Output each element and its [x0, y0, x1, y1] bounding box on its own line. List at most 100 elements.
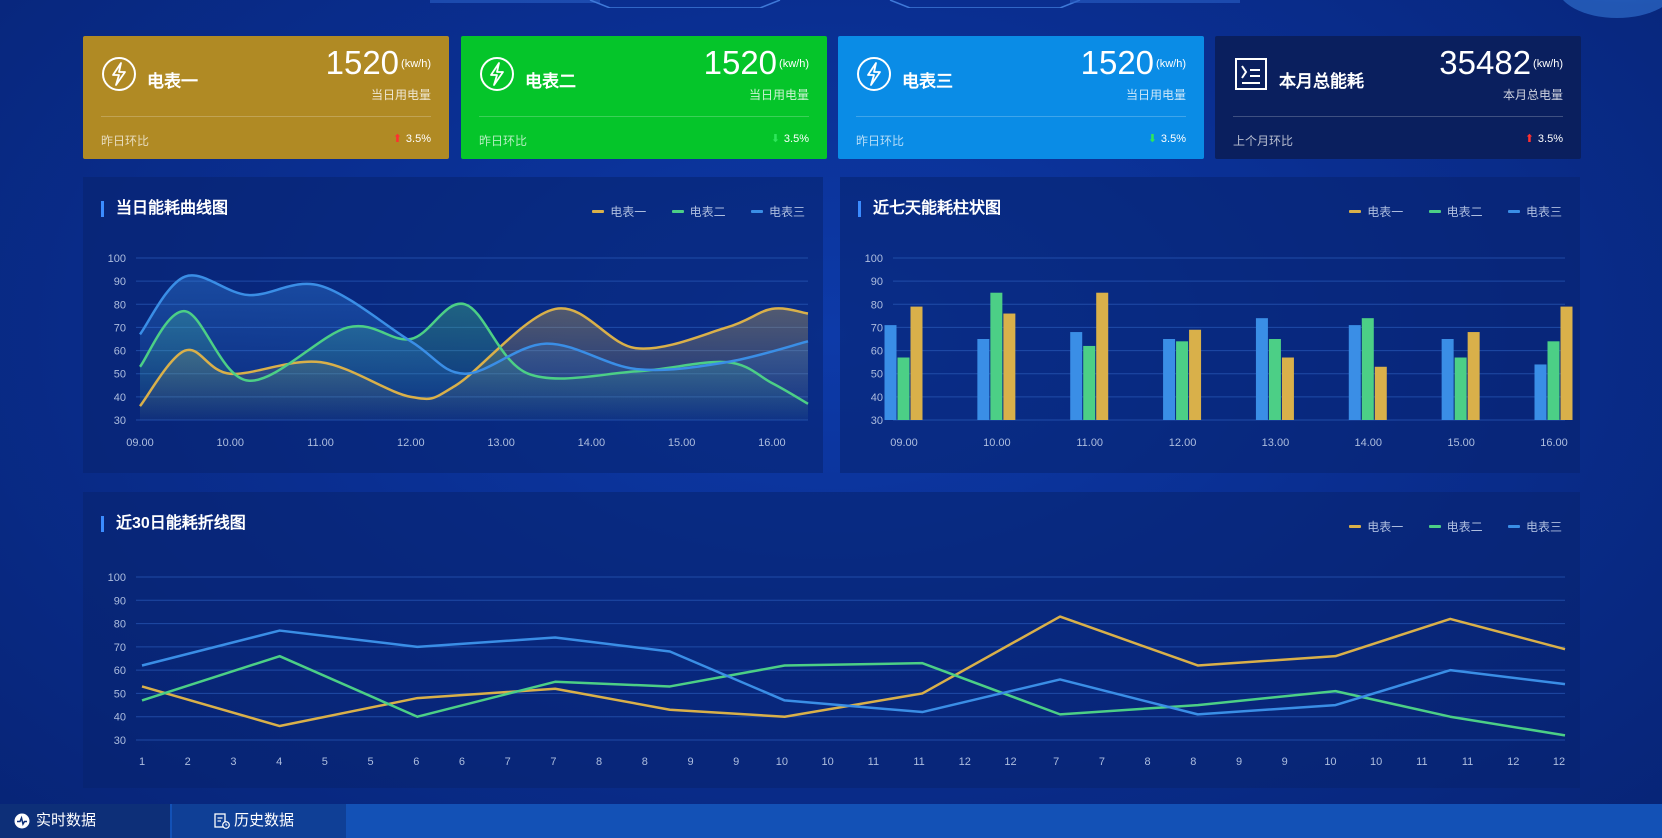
- tab-realtime-label: 实时数据: [36, 812, 97, 829]
- y-tick-label: 90: [114, 276, 126, 288]
- x-tick-label: 11: [1462, 756, 1473, 768]
- bar-meter3[interactable]: [1441, 339, 1454, 420]
- x-tick-label: 7: [505, 756, 511, 768]
- bar-meter3[interactable]: [884, 325, 897, 420]
- bottom-tab-bar: 实时数据 历史数据: [0, 804, 1662, 838]
- x-tick-label: 10: [822, 756, 834, 768]
- series-area-meter3: [140, 275, 808, 420]
- y-tick-label: 40: [114, 392, 126, 404]
- meter-subtitle: 当日用电量: [748, 88, 809, 102]
- bar-meter1[interactable]: [1374, 366, 1387, 420]
- bar-meter1[interactable]: [1467, 332, 1480, 420]
- legend-meter1[interactable]: 电表一: [1367, 520, 1404, 534]
- tab-history[interactable]: 历史数据: [172, 804, 346, 838]
- bar-meter3[interactable]: [1070, 332, 1083, 420]
- comparison-label: 昨日环比: [856, 134, 905, 148]
- y-tick-label: 60: [871, 346, 883, 358]
- bar-meter2[interactable]: [1268, 339, 1281, 420]
- arrow-up-icon: ⬆: [1524, 133, 1534, 145]
- tab-realtime[interactable]: 实时数据: [0, 804, 170, 838]
- x-tick-label: 14.00: [1355, 437, 1383, 449]
- x-tick-label: 9: [687, 756, 693, 768]
- monthly-chart-title: 近30日能耗折线图: [101, 516, 246, 532]
- y-tick-label: 70: [114, 322, 126, 334]
- bar-meter1[interactable]: [1003, 313, 1016, 420]
- bar-meter3[interactable]: [1348, 325, 1361, 420]
- legend-meter3[interactable]: 电表三: [1525, 205, 1562, 219]
- x-tick-label: 13.00: [487, 437, 515, 449]
- y-tick-label: 70: [871, 322, 883, 334]
- arrow-down-icon: ⬇: [770, 133, 780, 145]
- legend-meter1[interactable]: 电表一: [1367, 205, 1404, 219]
- trend-value: ⬇ 3.5%: [1147, 133, 1186, 145]
- y-tick-label: 40: [114, 712, 126, 724]
- y-tick-label: 100: [108, 572, 126, 584]
- bar-meter1[interactable]: [1560, 306, 1573, 420]
- bar-meter3[interactable]: [1534, 364, 1547, 420]
- lightning-icon: [856, 56, 892, 92]
- trend-value: ⬆ 3.5%: [1524, 133, 1563, 145]
- meter-value: 35482 (kw/h): [1439, 44, 1563, 81]
- trend-value: ⬇ 3.5%: [770, 133, 809, 145]
- x-tick-label: 8: [642, 756, 648, 768]
- bar-meter2[interactable]: [1454, 357, 1467, 420]
- bar-meter2[interactable]: [1361, 318, 1374, 420]
- series-line-meter1: [139, 307, 809, 407]
- legend-meter2[interactable]: 电表二: [1446, 520, 1483, 534]
- meter-unit: (kw/h): [401, 58, 431, 70]
- legend-meter2[interactable]: 电表二: [689, 205, 726, 219]
- meter-name: 电表一: [147, 72, 198, 91]
- x-tick-label: 12.00: [397, 437, 425, 449]
- legend-meter1[interactable]: 电表一: [610, 205, 647, 219]
- legend-meter3[interactable]: 电表三: [768, 205, 805, 219]
- bar-meter1[interactable]: [1281, 357, 1294, 420]
- x-tick-label: 9: [1236, 756, 1242, 768]
- legend-meter3[interactable]: 电表三: [1525, 520, 1562, 534]
- x-tick-label: 16.00: [758, 437, 786, 449]
- y-tick-label: 80: [114, 619, 126, 631]
- bar-meter2[interactable]: [1083, 345, 1096, 420]
- tab-history-label: 历史数据: [234, 812, 295, 829]
- daily-chart-title: 当日能耗曲线图: [101, 201, 228, 217]
- y-tick-label: 90: [114, 595, 126, 607]
- x-tick-label: 11: [913, 756, 924, 768]
- legend-meter2[interactable]: 电表二: [1446, 205, 1483, 219]
- x-tick-label: 14.00: [578, 437, 606, 449]
- monthly-chart-legend: 电表一 电表二 电表三: [1327, 518, 1562, 535]
- series-line-meter1: [141, 615, 1566, 728]
- card-divider: [479, 116, 809, 117]
- y-tick-label: 30: [114, 415, 126, 427]
- x-tick-label: 09.00: [890, 437, 918, 449]
- bar-meter3[interactable]: [1255, 318, 1268, 420]
- x-tick-label: 7: [1099, 756, 1105, 768]
- comparison-label: 昨日环比: [479, 134, 528, 148]
- meter-name: 本月总能耗: [1279, 72, 1364, 91]
- y-tick-label: 80: [114, 299, 126, 311]
- bar-meter2[interactable]: [990, 292, 1003, 420]
- x-tick-label: 9: [1282, 756, 1288, 768]
- meter-name: 电表二: [525, 72, 576, 91]
- meter-value: 1520 (kw/h): [325, 44, 431, 81]
- y-tick-label: 80: [871, 299, 883, 311]
- x-tick-label: 10: [776, 756, 788, 768]
- y-tick-label: 90: [871, 276, 883, 288]
- arrow-down-icon: ⬇: [1147, 133, 1157, 145]
- weekly-chart-legend: 电表一 电表二 电表三: [1327, 203, 1562, 220]
- top-decoration: [430, 0, 1240, 8]
- bar-meter1[interactable]: [1096, 292, 1109, 420]
- bar-meter1[interactable]: [1189, 329, 1202, 420]
- bar-meter2[interactable]: [1176, 341, 1189, 420]
- bar-meter2[interactable]: [897, 357, 910, 420]
- y-tick-label: 60: [114, 346, 126, 358]
- bar-meter3[interactable]: [977, 339, 990, 420]
- series-line-meter3: [141, 629, 1566, 716]
- meter-card-2: 电表二 1520 (kw/h) 当日用电量昨日环比 ⬇ 3.5%: [461, 36, 827, 159]
- bar-meter3[interactable]: [1163, 339, 1176, 420]
- bar-meter2[interactable]: [1547, 341, 1560, 420]
- x-tick-label: 12: [1507, 756, 1519, 768]
- bar-meter1[interactable]: [910, 306, 923, 420]
- meter-value: 1520 (kw/h): [703, 44, 809, 81]
- x-tick-label: 11.00: [307, 437, 334, 449]
- comparison-label: 上个月环比: [1233, 134, 1294, 148]
